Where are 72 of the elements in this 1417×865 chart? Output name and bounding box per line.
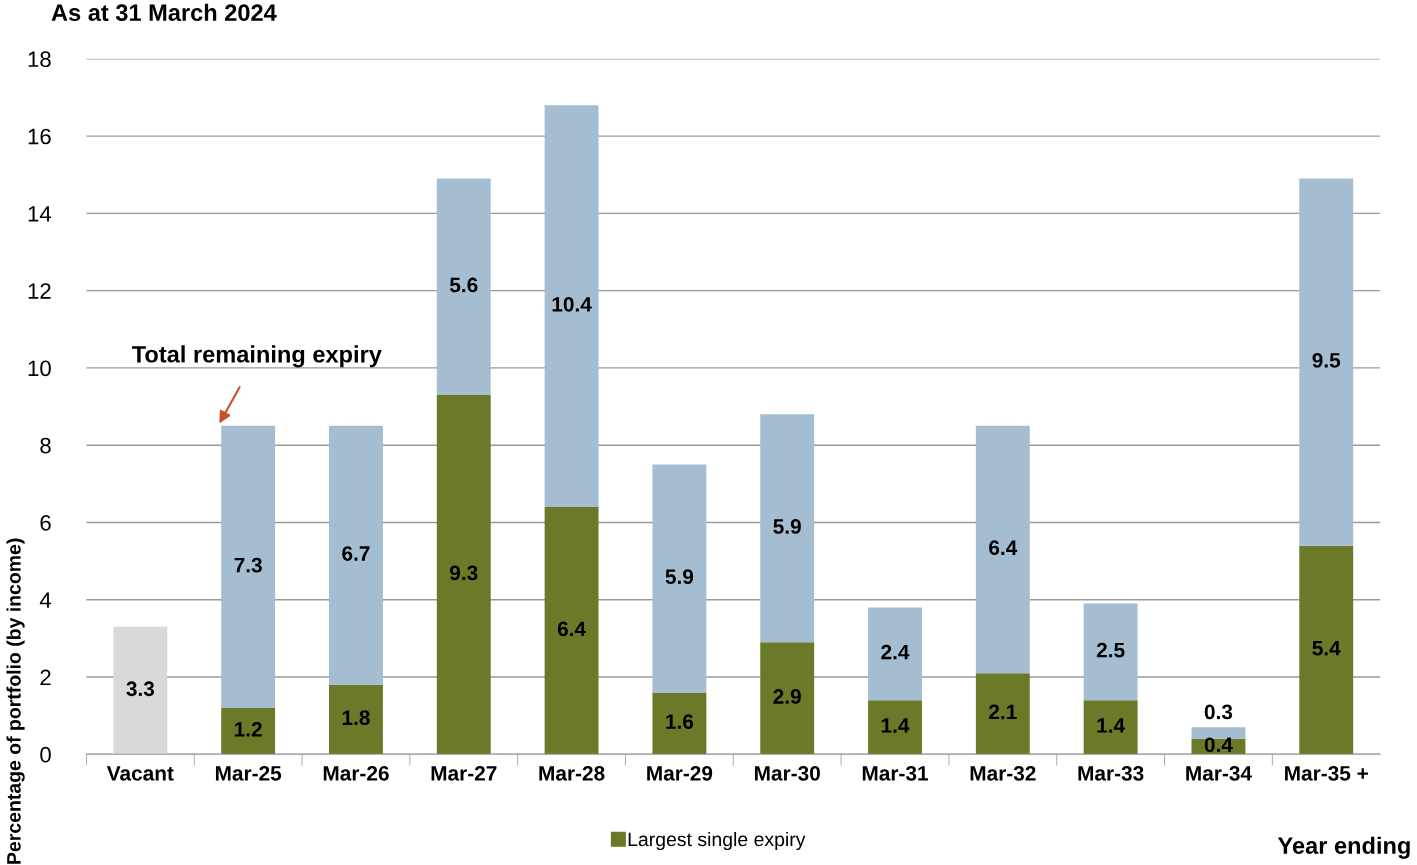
x-tick-label: Mar-28 [539, 765, 605, 781]
data-label: 7.3 [234, 557, 262, 573]
x-axis-title: Year ending [1277, 836, 1410, 859]
bar [544, 105, 599, 508]
bar [760, 642, 815, 755]
x-tick-label: Vacant [106, 766, 174, 781]
x-tick-label: Mar-33 [1078, 765, 1144, 781]
data-label: 5.9 [773, 519, 801, 534]
chart-title: As at 31 March 2024 [51, 3, 277, 22]
y-tick-label: 0 [40, 746, 51, 763]
data-label: 0.3 [1204, 704, 1233, 720]
y-tick-label: 8 [40, 437, 51, 454]
bar [221, 707, 276, 755]
bar [868, 607, 922, 701]
data-label: 2.9 [773, 689, 801, 704]
bar [221, 425, 276, 708]
bar [544, 507, 599, 755]
bar [113, 626, 168, 755]
bar [329, 684, 383, 755]
data-label: 9.3 [450, 565, 478, 581]
data-label: 9.5 [1312, 352, 1341, 368]
x-tick-label: Mar-35 + [1285, 765, 1368, 781]
y-tick-label: 18 [28, 51, 51, 68]
y-tick-label: 12 [28, 283, 51, 299]
bar [1191, 727, 1246, 739]
data-label: 5.6 [449, 277, 478, 293]
y-tick-label: 4 [39, 592, 52, 608]
data-label: 6.7 [342, 546, 370, 561]
bar [1083, 700, 1138, 755]
y-tick-label: 6 [40, 514, 51, 531]
x-tick-label: Mar-31 [862, 765, 929, 781]
x-tick-label: Mar-34 [1186, 765, 1252, 781]
annotation: Total remaining expiry [131, 345, 382, 368]
data-label: 3.3 [126, 681, 155, 697]
bar [1299, 545, 1354, 755]
bar [329, 425, 383, 685]
data-label: 6.4 [989, 540, 1018, 556]
bar [1083, 603, 1138, 701]
y-tick-label: 16 [28, 128, 51, 145]
x-tick-label: Mar-25 [215, 765, 282, 781]
y-tick-label: 14 [28, 206, 52, 222]
x-tick-label: Mar-29 [647, 765, 713, 781]
data-label: 0.4 [1204, 737, 1233, 753]
data-label: 6.4 [557, 621, 586, 637]
bar [652, 692, 707, 755]
bar [868, 700, 922, 755]
data-label: 1.6 [666, 714, 694, 729]
x-tick-label: Mar-32 [970, 765, 1036, 781]
data-label: 1.4 [881, 718, 910, 733]
data-label: 1.2 [234, 721, 262, 737]
bar [1299, 178, 1354, 546]
x-tick-label: Mar-30 [755, 765, 820, 781]
data-label: 1.4 [1097, 718, 1125, 733]
y-axis-title: Percentage of portfolio (by income) [6, 538, 25, 864]
y-tick-label: 10 [28, 360, 51, 377]
bar [436, 394, 491, 755]
data-label: 5.4 [1312, 641, 1341, 656]
y-tick-label: 2 [40, 669, 51, 686]
bar [975, 425, 1030, 674]
x-tick-label: Mar-26 [323, 765, 389, 781]
bar [760, 414, 815, 643]
data-label: 5.9 [665, 569, 694, 585]
data-label: 1.8 [342, 710, 370, 726]
x-tick-label: Mar-27 [431, 765, 497, 781]
data-label: 2.5 [1096, 642, 1125, 658]
data-label: 2.1 [989, 704, 1017, 720]
legend-label: Largest single expiry [628, 831, 806, 851]
data-label: 10.4 [552, 296, 592, 312]
bar [975, 673, 1030, 755]
bar [652, 464, 707, 693]
bar [436, 178, 491, 395]
data-label: 2.4 [881, 644, 910, 660]
